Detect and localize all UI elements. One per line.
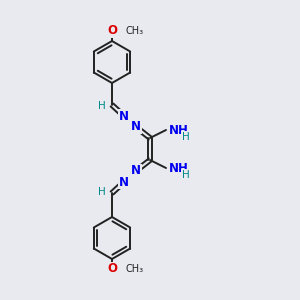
Text: NH: NH bbox=[169, 161, 189, 175]
Text: N: N bbox=[131, 121, 141, 134]
Text: O: O bbox=[107, 262, 117, 275]
Text: H: H bbox=[182, 132, 190, 142]
Text: N: N bbox=[119, 176, 129, 188]
Text: H: H bbox=[98, 101, 106, 111]
Text: N: N bbox=[131, 164, 141, 178]
Text: H: H bbox=[98, 187, 106, 197]
Text: CH₃: CH₃ bbox=[126, 264, 144, 274]
Text: NH: NH bbox=[169, 124, 189, 136]
Text: O: O bbox=[107, 25, 117, 38]
Text: CH₃: CH₃ bbox=[126, 26, 144, 36]
Text: N: N bbox=[119, 110, 129, 122]
Text: H: H bbox=[182, 170, 190, 180]
